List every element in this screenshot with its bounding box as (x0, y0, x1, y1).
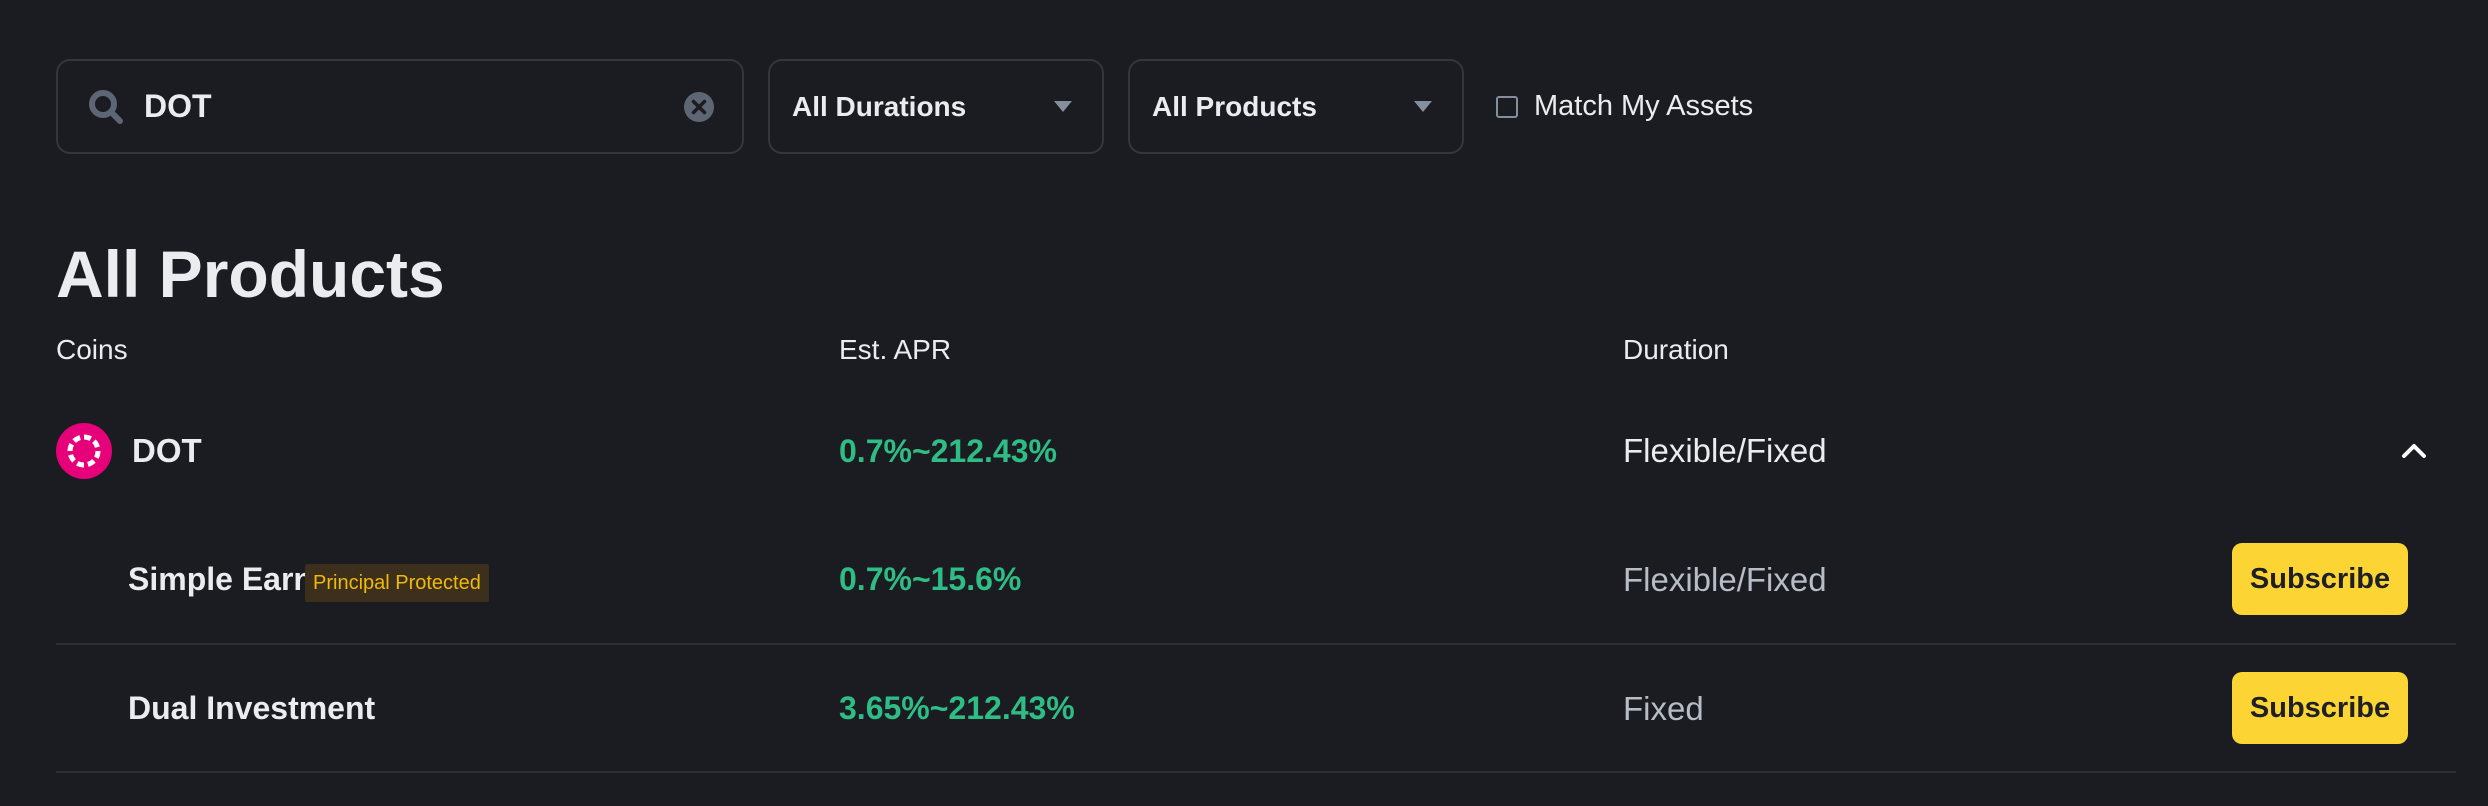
polkadot-icon (56, 423, 112, 479)
product-apr: 0.7%~15.6% (839, 561, 1022, 597)
principal-protected-badge: Principal Protected (305, 564, 489, 602)
product-duration: Flexible/Fixed (1623, 561, 1827, 598)
filter-bar: All Durations All Products Match My Asse… (56, 59, 1753, 154)
search-icon (86, 87, 126, 127)
match-assets-toggle[interactable]: Match My Assets (1496, 90, 1753, 123)
coin-name: DOT (132, 432, 202, 469)
page-title: All Products (56, 237, 445, 311)
match-assets-checkbox[interactable] (1496, 95, 1518, 118)
coin-apr: 0.7%~212.43% (839, 433, 1057, 469)
caret-down-icon (1414, 101, 1432, 112)
row-divider (56, 771, 2456, 773)
products-select-label: All Products (1152, 90, 1317, 122)
clear-icon[interactable] (682, 90, 716, 124)
coin-duration: Flexible/Fixed (1623, 432, 1827, 469)
subscribe-button[interactable]: Subscribe (2232, 672, 2408, 744)
row-divider (56, 643, 2456, 645)
product-apr: 3.65%~212.43% (839, 690, 1075, 726)
header-apr: Est. APR (839, 334, 952, 365)
product-name: Simple Earn (128, 561, 313, 597)
product-name: Dual Investment (128, 690, 376, 726)
chevron-up-icon[interactable] (2400, 439, 2428, 461)
caret-down-icon (1054, 101, 1072, 112)
product-duration: Fixed (1623, 690, 1704, 727)
header-duration: Duration (1623, 334, 1729, 365)
search-box[interactable] (56, 59, 744, 154)
durations-select-label: All Durations (792, 90, 967, 122)
header-coins: Coins (56, 334, 128, 365)
search-input[interactable] (142, 87, 682, 126)
products-select[interactable]: All Products (1128, 59, 1464, 154)
subscribe-button[interactable]: Subscribe (2232, 543, 2408, 615)
match-assets-label: Match My Assets (1534, 90, 1754, 122)
durations-select[interactable]: All Durations (768, 59, 1104, 154)
